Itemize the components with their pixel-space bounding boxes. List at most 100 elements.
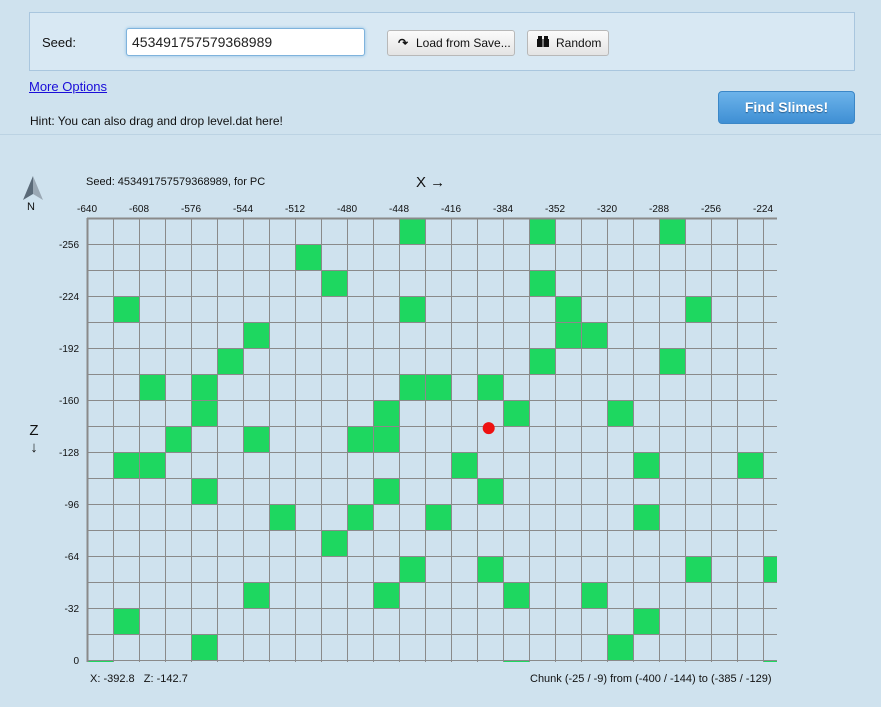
- random-button[interactable]: Random: [527, 30, 609, 56]
- slime-chunk: [608, 401, 633, 426]
- slime-chunk: [400, 219, 425, 244]
- gift-icon: [536, 31, 550, 55]
- slime-chunk: [660, 349, 685, 374]
- slime-chunk: [582, 583, 607, 608]
- slime-chunk: [400, 557, 425, 582]
- slime-chunk: [296, 245, 321, 270]
- compass: N: [20, 175, 46, 215]
- x-tick-label: -320: [597, 204, 617, 215]
- chunk-info: Chunk (-25 / -9) from (-400 / -144) to (…: [530, 673, 772, 685]
- slime-chunk: [244, 323, 269, 348]
- slime-chunk: [478, 479, 503, 504]
- slime-chunk: [582, 323, 607, 348]
- slime-chunk: [660, 219, 685, 244]
- slime-chunk: [504, 661, 529, 662]
- slime-chunk: [244, 427, 269, 452]
- x-tick-label: -640: [77, 204, 97, 215]
- z-tick-label: -160: [59, 396, 79, 407]
- slime-chunk: [374, 583, 399, 608]
- slime-chunk: [504, 401, 529, 426]
- x-tick-label: -288: [649, 204, 669, 215]
- slime-chunk: [556, 323, 581, 348]
- slime-chunk: [400, 375, 425, 400]
- seed-input[interactable]: [126, 28, 365, 56]
- slime-chunk: [374, 401, 399, 426]
- slime-chunk: [634, 453, 659, 478]
- x-axis-label: X →: [416, 174, 446, 191]
- slime-chunk: [504, 583, 529, 608]
- slime-chunk: [400, 297, 425, 322]
- seed-panel: Seed: ↷ Load from Save... Random: [29, 12, 855, 71]
- z-tick-label: -128: [59, 448, 79, 459]
- slime-chunk: [192, 635, 217, 660]
- redo-arrow-icon: ↷: [397, 36, 409, 50]
- z-axis-arrow: ↓: [30, 439, 38, 456]
- slime-chunk: [426, 505, 451, 530]
- compass-arrow-icon: [23, 176, 43, 200]
- x-tick-label: -384: [493, 204, 513, 215]
- z-tick-label: -192: [59, 344, 79, 355]
- x-tick-label: -512: [285, 204, 305, 215]
- slime-chunk: [530, 219, 555, 244]
- slime-chunk: [140, 375, 165, 400]
- compass-north-letter: N: [27, 201, 35, 213]
- x-tick-label: -352: [545, 204, 565, 215]
- cursor-coordinates: X: -392.8 Z: -142.7: [90, 673, 188, 685]
- z-axis-letter: Z: [29, 422, 39, 439]
- slime-chunk: [244, 583, 269, 608]
- z-tick-label: 0: [73, 656, 79, 667]
- find-slimes-button[interactable]: Find Slimes!: [718, 91, 855, 124]
- slime-chunk: [218, 349, 243, 374]
- position-marker: [482, 422, 495, 435]
- slime-chunk: [764, 661, 777, 662]
- x-tick-label: -576: [181, 204, 201, 215]
- slime-chunk: [478, 375, 503, 400]
- x-tick-label: -480: [337, 204, 357, 215]
- slime-chunk: [140, 453, 165, 478]
- z-tick-label: -64: [65, 552, 80, 563]
- x-tick-label: -608: [129, 204, 149, 215]
- slime-chunk: [322, 531, 347, 556]
- slime-chunk: [530, 271, 555, 296]
- slime-chunk: [192, 479, 217, 504]
- load-from-save-button[interactable]: ↷ Load from Save...: [387, 30, 515, 56]
- hint-text: Hint: You can also drag and drop level.d…: [30, 114, 283, 128]
- map-seed-caption: Seed: 453491757579368989, for PC: [86, 176, 266, 188]
- more-options-link[interactable]: More Options: [29, 79, 108, 94]
- slime-chunk: [686, 297, 711, 322]
- slime-chunk: [348, 427, 373, 452]
- z-tick-label: -32: [65, 604, 80, 615]
- x-tick-label: -544: [233, 204, 253, 215]
- slime-chunk: [114, 609, 139, 634]
- slime-chunk: [374, 427, 399, 452]
- slime-chunk: [374, 479, 399, 504]
- slime-chunk: [322, 271, 347, 296]
- load-from-save-label: Load from Save...: [416, 36, 511, 50]
- slime-chunk: [348, 505, 373, 530]
- slime-chunk: [686, 557, 711, 582]
- random-label: Random: [556, 36, 602, 50]
- slime-chunk: [634, 505, 659, 530]
- z-tick-label: -224: [59, 292, 79, 303]
- slime-chunk: [192, 401, 217, 426]
- z-tick-label: -96: [65, 500, 80, 511]
- x-tick-label: -448: [389, 204, 409, 215]
- map-background[interactable]: [87, 218, 777, 662]
- z-tick-label: -256: [59, 240, 79, 251]
- slime-chunk: [608, 635, 633, 660]
- x-tick-label: -256: [701, 204, 721, 215]
- slime-chunk: [270, 505, 295, 530]
- slime-chunk: [556, 297, 581, 322]
- slime-chunk: [88, 661, 113, 662]
- slime-chunk: [738, 453, 763, 478]
- slime-chunk: [530, 349, 555, 374]
- z-axis-label: Z ↓: [28, 422, 40, 456]
- slime-chunk: [426, 375, 451, 400]
- slime-chunk: [764, 557, 777, 582]
- slime-chunk: [192, 375, 217, 400]
- divider: [0, 134, 881, 135]
- seed-label: Seed:: [42, 35, 76, 50]
- slime-chunk: [452, 453, 477, 478]
- slime-chunk: [166, 427, 191, 452]
